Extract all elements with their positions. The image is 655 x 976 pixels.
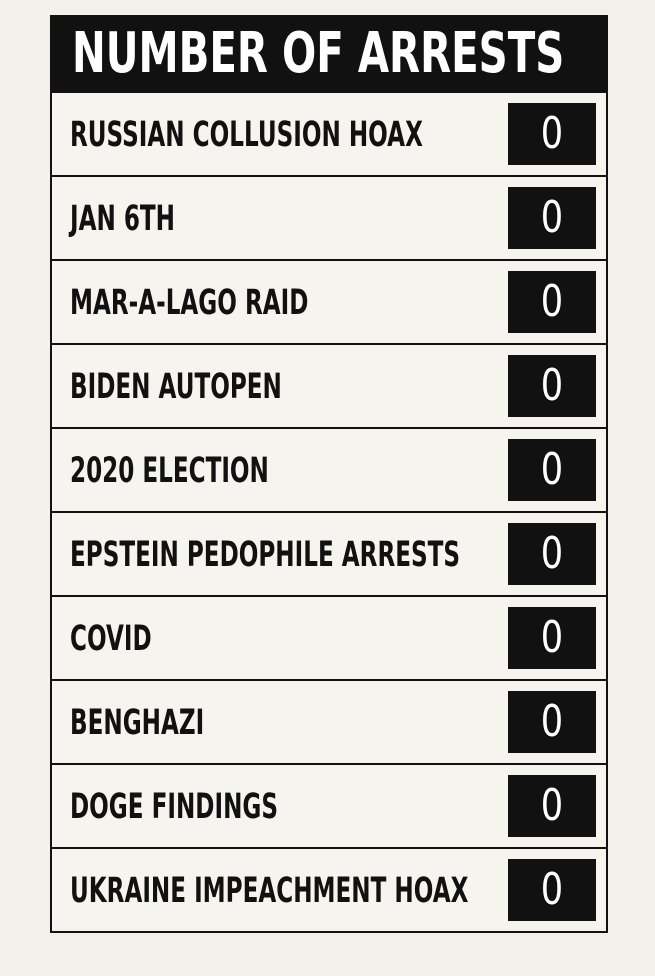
row-label: MAR-A-LAGO RAID xyxy=(70,283,309,323)
table-row: RUSSIAN COLLUSION HOAX 0 xyxy=(50,93,608,177)
row-count: 0 xyxy=(540,360,564,411)
count-box: 0 xyxy=(508,355,596,417)
row-count: 0 xyxy=(540,444,564,495)
row-label: DOGE FINDINGS xyxy=(70,787,279,827)
table-row: COVID 0 xyxy=(50,597,608,681)
row-count: 0 xyxy=(540,780,564,831)
count-box: 0 xyxy=(508,271,596,333)
row-label: EPSTEIN PEDOPHILE ARRESTS xyxy=(70,535,461,575)
table-row: DOGE FINDINGS 0 xyxy=(50,765,608,849)
row-label: BIDEN AUTOPEN xyxy=(70,367,282,407)
row-count: 0 xyxy=(540,612,564,663)
count-box: 0 xyxy=(508,691,596,753)
row-label: BENGHAZI xyxy=(70,703,205,743)
count-box: 0 xyxy=(508,103,596,165)
count-box: 0 xyxy=(508,523,596,585)
table-row: 2020 ELECTION 0 xyxy=(50,429,608,513)
row-label: UKRAINE IMPEACHMENT HOAX xyxy=(70,871,469,911)
count-box: 0 xyxy=(508,187,596,249)
table-title: NUMBER OF ARRESTS xyxy=(72,21,565,86)
table-row: BENGHAZI 0 xyxy=(50,681,608,765)
arrests-table: NUMBER OF ARRESTS RUSSIAN COLLUSION HOAX… xyxy=(50,15,608,933)
count-box: 0 xyxy=(508,859,596,921)
table-row: MAR-A-LAGO RAID 0 xyxy=(50,261,608,345)
row-count: 0 xyxy=(540,108,564,159)
table-row: JAN 6TH 0 xyxy=(50,177,608,261)
row-label: 2020 ELECTION xyxy=(70,451,269,491)
table-row: BIDEN AUTOPEN 0 xyxy=(50,345,608,429)
table-row: UKRAINE IMPEACHMENT HOAX 0 xyxy=(50,849,608,933)
count-box: 0 xyxy=(508,607,596,669)
table-header: NUMBER OF ARRESTS xyxy=(50,15,608,93)
row-label: JAN 6TH xyxy=(70,199,176,239)
row-label: COVID xyxy=(70,619,152,659)
count-box: 0 xyxy=(508,775,596,837)
row-count: 0 xyxy=(540,528,564,579)
row-count: 0 xyxy=(540,864,564,915)
row-count: 0 xyxy=(540,276,564,327)
table-row: EPSTEIN PEDOPHILE ARRESTS 0 xyxy=(50,513,608,597)
count-box: 0 xyxy=(508,439,596,501)
row-count: 0 xyxy=(540,192,564,243)
row-label: RUSSIAN COLLUSION HOAX xyxy=(70,115,423,155)
row-count: 0 xyxy=(540,696,564,747)
